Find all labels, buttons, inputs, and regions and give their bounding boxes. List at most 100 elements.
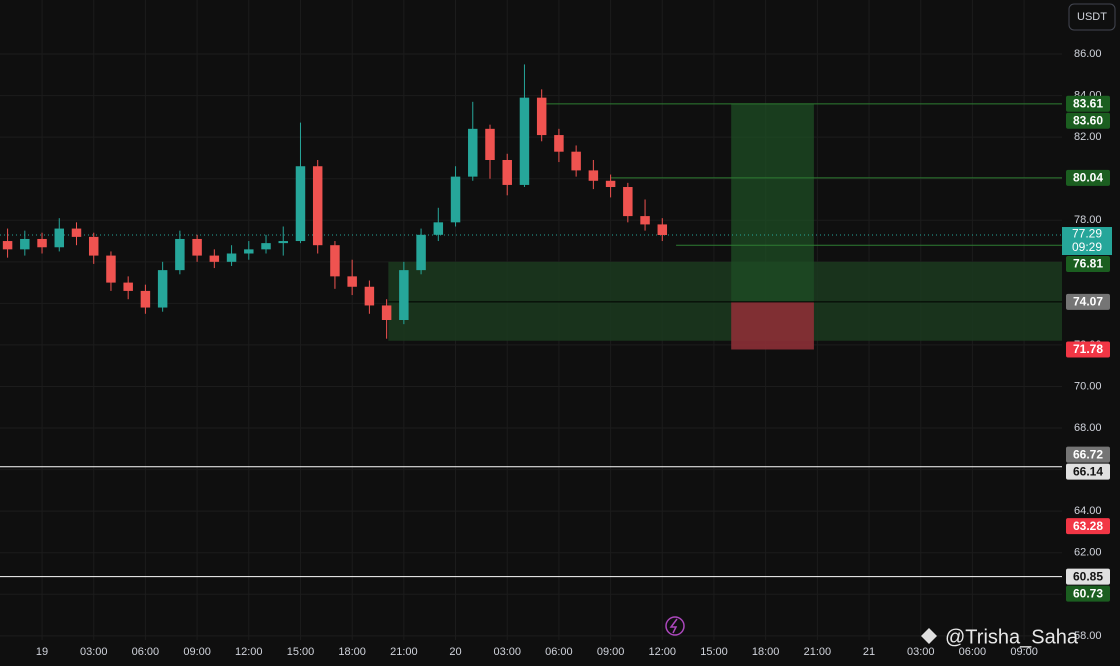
x-tick-label: 21:00	[804, 646, 832, 658]
candle-body	[244, 249, 254, 254]
price-label: 66.14	[1073, 464, 1103, 478]
candle-body	[278, 241, 288, 244]
candle-body	[2, 241, 13, 250]
candle-body	[175, 238, 185, 271]
candle-body	[588, 170, 599, 181]
x-tick-label: 20	[449, 646, 461, 658]
candle-body	[536, 97, 547, 136]
watermark: @Trisha_Saha	[945, 626, 1079, 648]
x-tick-label: 09:00	[183, 646, 211, 658]
x-tick-label: 03:00	[907, 646, 935, 658]
price-label-bg	[1066, 112, 1110, 129]
candle-body	[157, 270, 168, 308]
price-label-bg	[1066, 169, 1110, 186]
candle-body	[623, 187, 633, 217]
x-tick-label: 18:00	[752, 646, 780, 658]
candle-body	[450, 176, 461, 223]
candle-body	[416, 234, 426, 271]
price-label: 76.81	[1073, 257, 1103, 271]
candle-body	[71, 228, 82, 237]
current-price-label-bg	[1062, 227, 1112, 256]
price-label-bg	[1066, 446, 1110, 463]
x-tick-label: 06:00	[959, 646, 987, 658]
candle-body	[123, 282, 133, 291]
price-label: 74.07	[1073, 295, 1103, 309]
candle-body	[226, 253, 237, 262]
price-label: 60.73	[1073, 586, 1103, 600]
zone	[388, 261, 1063, 341]
price-label: 60.85	[1073, 569, 1103, 583]
price-label-bg	[1066, 568, 1110, 585]
candle-body	[37, 238, 47, 248]
x-tick-label: 09:00	[1010, 646, 1038, 658]
price-label-bg	[1066, 585, 1110, 602]
zones	[0, 103, 1063, 578]
price-label: 83.60	[1073, 113, 1103, 127]
x-tick-label: 09:00	[597, 646, 625, 658]
candle-body	[140, 290, 151, 308]
replay-bolt	[669, 618, 678, 634]
x-tick-label: 12:00	[649, 646, 677, 658]
price-label: 66.72	[1073, 447, 1103, 461]
price-label-bg	[1066, 293, 1110, 310]
price-label-bg	[1066, 518, 1110, 535]
candle-body	[399, 270, 409, 320]
price-label: 80.04	[1073, 171, 1103, 185]
y-tick-label: 58.00	[1074, 630, 1102, 642]
price-label-bg	[1066, 95, 1110, 112]
target-zone	[731, 103, 814, 302]
candle-body	[381, 305, 392, 320]
candle-body	[261, 243, 271, 250]
currency-button[interactable]	[1068, 3, 1116, 31]
stop-zone	[731, 301, 814, 350]
y-tick-label: 62.00	[1074, 547, 1102, 559]
x-tick-label: 15:00	[700, 646, 728, 658]
y-tick-label: 70.00	[1074, 380, 1102, 392]
candle-body	[54, 228, 65, 248]
x-tick-label: 12:00	[235, 646, 263, 658]
candle-body	[640, 216, 650, 225]
candle-body	[88, 236, 99, 256]
y-tick-label: 64.00	[1074, 505, 1102, 517]
y-tick-label: 82.00	[1074, 131, 1102, 143]
price-label-bg	[1066, 341, 1110, 358]
x-tick-label: 19	[36, 646, 48, 658]
candle-body	[502, 160, 512, 185]
candle-body	[433, 222, 444, 235]
current-price-label: 77.29	[1072, 227, 1102, 241]
price-label: 71.78	[1073, 342, 1103, 356]
candle-body	[209, 255, 220, 262]
price-label-bg	[1066, 463, 1110, 480]
y-tick-label: 68.00	[1074, 422, 1102, 434]
candle-body	[20, 238, 30, 250]
y-tick-label: 86.00	[1074, 48, 1102, 60]
x-tick-label: 03:00	[80, 646, 108, 658]
axes: 58.0060.0062.0064.0066.0068.0070.0072.00…	[36, 48, 1112, 658]
candle-body	[295, 166, 306, 242]
candle-body	[485, 128, 495, 160]
price-label-bg	[1066, 256, 1110, 273]
x-tick-label: 06:00	[132, 646, 160, 658]
x-tick-label: 21:00	[390, 646, 418, 658]
price-label: 83.61	[1073, 96, 1103, 110]
candle-body	[571, 151, 581, 171]
candle-body	[657, 224, 668, 236]
replay-icon[interactable]	[665, 616, 685, 636]
price-label: 63.28	[1073, 519, 1103, 533]
candle-body	[106, 255, 116, 283]
candle-body	[468, 128, 478, 177]
candle-body	[554, 135, 564, 152]
x-tick-label: 21	[863, 646, 875, 658]
currency[interactable]: USDT	[1077, 11, 1107, 23]
candle-body	[605, 180, 616, 188]
x-tick-label: 06:00	[545, 646, 573, 658]
x-tick-label: 03:00	[493, 646, 521, 658]
candle-body	[347, 276, 357, 287]
candle-body	[312, 166, 323, 246]
candles	[2, 64, 668, 339]
y-tick-label: 78.00	[1074, 214, 1102, 226]
candle-body	[330, 245, 340, 277]
x-tick-label: 18:00	[338, 646, 366, 658]
